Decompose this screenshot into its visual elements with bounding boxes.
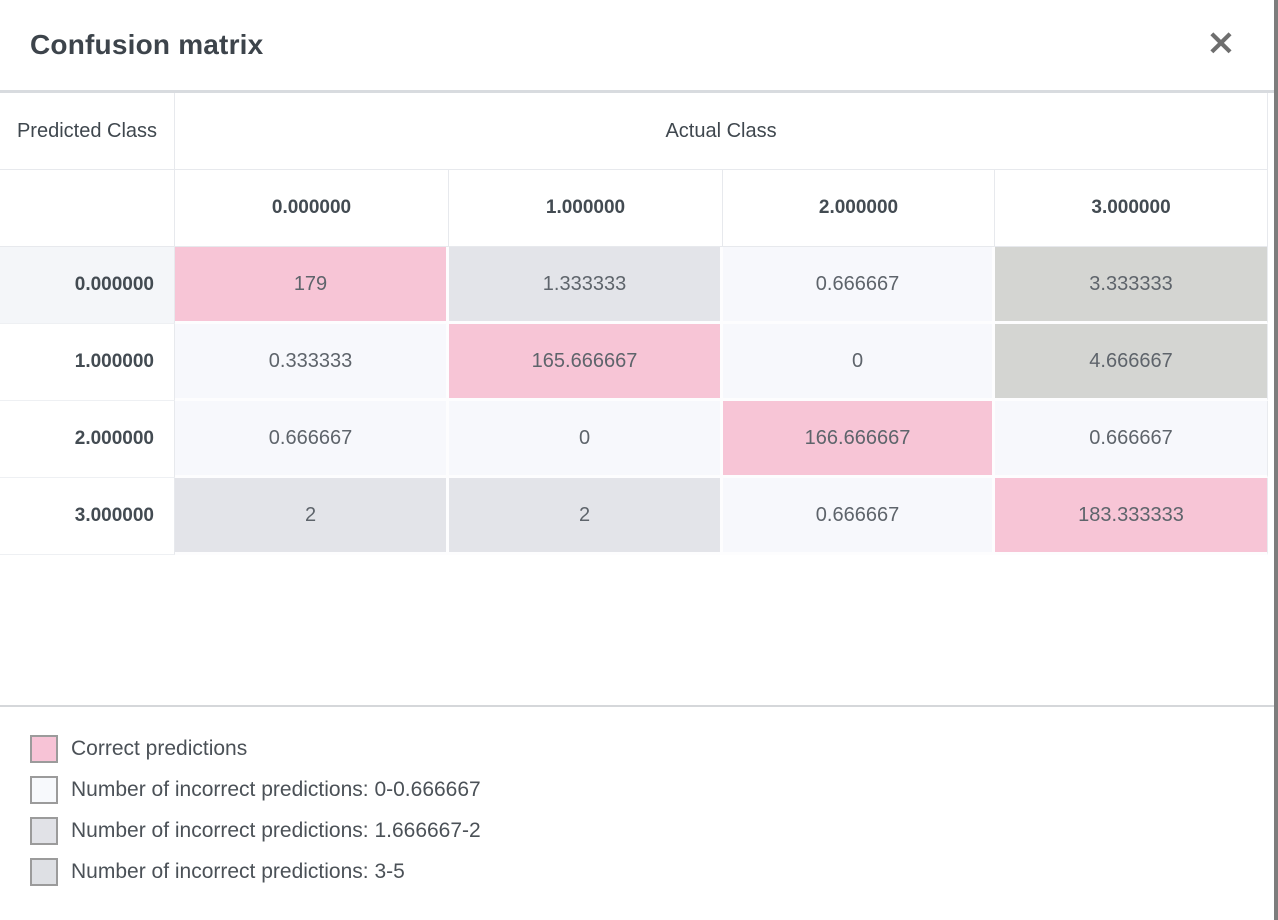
corner-cell: [0, 170, 175, 247]
legend-swatch: [30, 735, 58, 763]
row-header: 0.000000: [0, 247, 175, 324]
legend-swatch: [30, 858, 58, 886]
legend-label: Number of incorrect predictions: 3-5: [71, 860, 405, 883]
matrix-row: 1.000000 0.333333 165.666667 0 4.666667: [0, 324, 1269, 401]
matrix-cell: 183.333333: [995, 478, 1269, 555]
matrix-cell: 3.333333: [995, 247, 1269, 324]
column-header: 0.000000: [175, 170, 449, 247]
legend-item: Correct predictions: [30, 735, 1244, 763]
matrix-cell: 0: [723, 324, 995, 401]
matrix-cell: 166.666667: [723, 401, 995, 478]
confusion-matrix-table: Predicted Class Actual Class 0.000000 1.0…: [0, 93, 1269, 555]
legend-label: Number of incorrect predictions: 0-0.666…: [71, 778, 481, 801]
legend-item: Number of incorrect predictions: 1.66666…: [30, 817, 1244, 845]
matrix-cell: 0: [449, 401, 723, 478]
row-header: 3.000000: [0, 478, 175, 555]
legend-item: Number of incorrect predictions: 0-0.666…: [30, 776, 1244, 804]
matrix-cell: 2: [175, 478, 449, 555]
legend-swatch: [30, 776, 58, 804]
axis-header-row: Predicted Class Actual Class: [0, 93, 1269, 170]
column-header-row: 0.000000 1.000000 2.000000 3.000000: [0, 170, 1269, 247]
matrix-cell: 0.666667: [175, 401, 449, 478]
matrix-cell: 0.333333: [175, 324, 449, 401]
col-axis-label: Actual Class: [175, 93, 1269, 170]
matrix-cell: 179: [175, 247, 449, 324]
matrix-cell: 0.666667: [723, 478, 995, 555]
matrix-row: 3.000000 2 2 0.666667 183.333333: [0, 478, 1269, 555]
column-header: 1.000000: [449, 170, 723, 247]
matrix-row: 0.000000 179 1.333333 0.666667 3.333333: [0, 247, 1269, 324]
matrix-cell: 165.666667: [449, 324, 723, 401]
legend-label: Number of incorrect predictions: 1.66666…: [71, 819, 481, 842]
matrix-table-area: Predicted Class Actual Class 0.000000 1.0…: [0, 93, 1274, 707]
legend-item: Number of incorrect predictions: 3-5: [30, 858, 1244, 886]
row-axis-label: Predicted Class: [0, 93, 175, 170]
matrix-cell: 4.666667: [995, 324, 1269, 401]
dialog-header: Confusion matrix ×: [0, 0, 1274, 93]
close-icon: ×: [1205, 22, 1236, 63]
matrix-cell: 0.666667: [723, 247, 995, 324]
legend-label: Correct predictions: [71, 737, 248, 760]
legend-swatch: [30, 817, 58, 845]
dialog-title: Confusion matrix: [30, 29, 264, 60]
legend: Correct predictions Number of incorrect p…: [0, 707, 1274, 920]
matrix-cell: 2: [449, 478, 723, 555]
matrix-row: 2.000000 0.666667 0 166.666667 0.666667: [0, 401, 1269, 478]
row-header: 1.000000: [0, 324, 175, 401]
close-button[interactable]: ×: [1206, 25, 1236, 61]
column-header: 3.000000: [995, 170, 1269, 247]
matrix-cell: 1.333333: [449, 247, 723, 324]
column-header: 2.000000: [723, 170, 995, 247]
row-header: 2.000000: [0, 401, 175, 478]
matrix-cell: 0.666667: [995, 401, 1269, 478]
